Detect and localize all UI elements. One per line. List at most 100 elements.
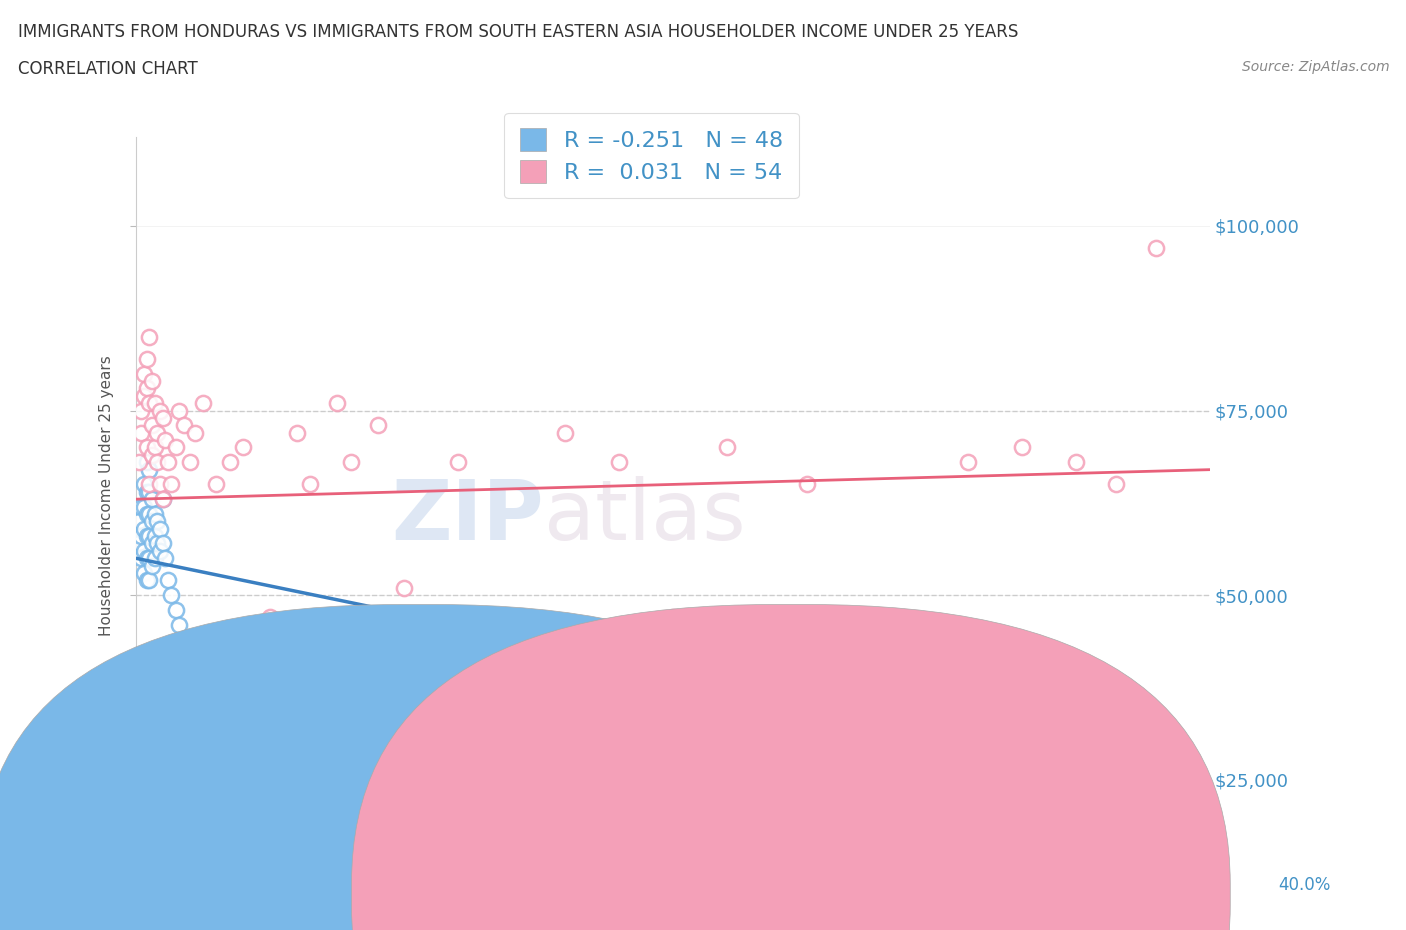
Point <box>957 455 980 470</box>
Point <box>132 366 155 381</box>
Point <box>554 425 576 440</box>
Point <box>132 499 155 514</box>
Point <box>141 536 163 551</box>
Point <box>152 492 174 507</box>
Text: 0.0%: 0.0% <box>75 876 117 895</box>
Point <box>218 455 240 470</box>
Text: Immigrants from South Eastern Asia: Immigrants from South Eastern Asia <box>815 885 1116 904</box>
Point <box>205 691 228 706</box>
Point <box>1064 455 1087 470</box>
Point <box>128 536 150 551</box>
Point <box>143 528 166 543</box>
Text: atlas: atlas <box>544 476 745 557</box>
Point <box>138 551 160 565</box>
Point <box>135 528 157 543</box>
Point <box>143 507 166 522</box>
Point <box>165 603 187 618</box>
Point <box>173 418 195 432</box>
Point <box>129 403 152 418</box>
Point <box>135 507 157 522</box>
Text: ZIP: ZIP <box>391 476 544 557</box>
Point <box>191 396 214 411</box>
Point <box>159 588 181 603</box>
Point <box>128 455 150 470</box>
Point <box>152 536 174 551</box>
Point <box>146 425 169 440</box>
Point <box>259 610 281 625</box>
Point <box>159 477 181 492</box>
Point <box>339 455 361 470</box>
Point <box>138 507 160 522</box>
Point <box>141 514 163 529</box>
Point <box>662 610 685 625</box>
Point <box>135 352 157 366</box>
Point <box>796 477 818 492</box>
Point <box>135 455 157 470</box>
Point <box>607 455 630 470</box>
Point <box>141 418 163 432</box>
Point <box>135 381 157 396</box>
Point <box>157 455 180 470</box>
Point <box>135 551 157 565</box>
Point <box>138 528 160 543</box>
Point <box>167 403 190 418</box>
Point <box>141 374 163 389</box>
Point <box>143 396 166 411</box>
Point <box>218 706 240 721</box>
Text: IMMIGRANTS FROM HONDURAS VS IMMIGRANTS FROM SOUTH EASTERN ASIA HOUSEHOLDER INCOM: IMMIGRANTS FROM HONDURAS VS IMMIGRANTS F… <box>18 23 1019 41</box>
Point <box>716 440 738 455</box>
Point <box>138 329 160 344</box>
Point <box>155 432 177 447</box>
Point <box>179 455 201 470</box>
Text: 40.0%: 40.0% <box>1278 876 1331 895</box>
Point <box>167 618 190 632</box>
Point <box>486 751 509 765</box>
Point <box>394 580 416 595</box>
Text: Source: ZipAtlas.com: Source: ZipAtlas.com <box>1241 60 1389 74</box>
Point <box>149 477 172 492</box>
Point <box>184 425 207 440</box>
Point <box>149 403 172 418</box>
Point <box>1144 241 1167 256</box>
Point <box>394 794 416 809</box>
Point <box>135 573 157 588</box>
Point <box>138 396 160 411</box>
Point <box>135 440 157 455</box>
Point <box>146 536 169 551</box>
Point <box>143 551 166 565</box>
Point <box>135 485 157 499</box>
Point <box>132 389 155 404</box>
Point <box>146 514 169 529</box>
Point <box>157 573 180 588</box>
Point <box>132 543 155 558</box>
Point <box>141 558 163 573</box>
Point <box>149 522 172 537</box>
Point <box>129 499 152 514</box>
Point <box>138 477 160 492</box>
Point <box>141 492 163 507</box>
Point <box>132 565 155 580</box>
Point <box>179 647 201 662</box>
Point <box>380 721 402 736</box>
Point <box>129 551 152 565</box>
Point <box>152 492 174 507</box>
Point <box>128 514 150 529</box>
Point <box>165 440 187 455</box>
Point <box>191 676 214 691</box>
Point <box>132 522 155 537</box>
Point <box>138 573 160 588</box>
Text: Immigrants from Honduras: Immigrants from Honduras <box>443 885 668 904</box>
Point <box>146 455 169 470</box>
Point <box>141 447 163 462</box>
Point <box>129 528 152 543</box>
Point <box>527 632 550 647</box>
Text: CORRELATION CHART: CORRELATION CHART <box>18 60 198 78</box>
Point <box>143 440 166 455</box>
Point <box>138 462 160 477</box>
Point <box>149 543 172 558</box>
Point <box>205 477 228 492</box>
Point <box>1105 477 1128 492</box>
Point <box>232 440 254 455</box>
Point <box>326 396 349 411</box>
Point <box>876 632 898 647</box>
